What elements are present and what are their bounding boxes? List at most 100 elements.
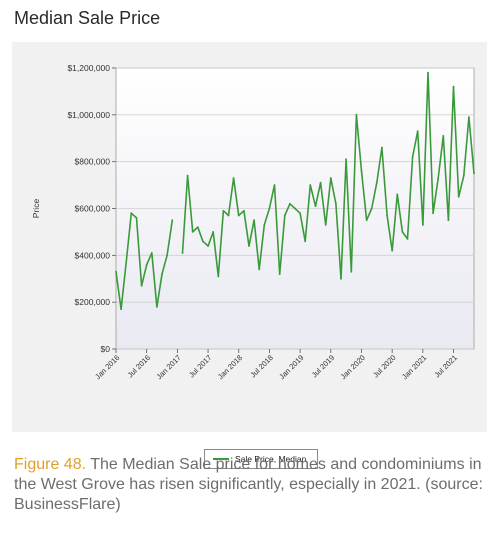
chart-frame: $0 $200,000 $400,000 $600,000 $800,000 $1,000… (12, 42, 487, 469)
data-point (370, 207, 373, 210)
chart-legend: Sale Price, Median (204, 449, 318, 469)
data-point (345, 158, 347, 161)
series-line (181, 71, 475, 280)
caption-figure-label: Figure 48. (14, 456, 87, 473)
data-point (140, 284, 143, 287)
data-point (329, 177, 332, 180)
data-point (191, 231, 194, 233)
legend-series-label: Sale Price, Median (235, 454, 307, 464)
data-point (452, 85, 455, 88)
data-point (289, 202, 291, 205)
data-point (130, 212, 133, 215)
data-point (253, 219, 256, 222)
data-point (462, 174, 465, 177)
data-point (166, 254, 169, 257)
data-point (258, 268, 261, 271)
y-axis-title: Price (31, 199, 41, 219)
data-point (115, 270, 117, 273)
data-point (273, 184, 276, 187)
data-point (314, 205, 317, 208)
legend-line-swatch (213, 458, 229, 460)
x-tick-label: Jan 2020 (339, 353, 367, 381)
data-point (386, 214, 388, 217)
data-point (156, 306, 158, 308)
data-point (355, 113, 358, 116)
data-point (391, 249, 394, 252)
data-point (207, 245, 210, 247)
data-point (406, 238, 409, 240)
data-point (120, 308, 122, 311)
median-sale-price-chart: $0 $200,000 $400,000 $600,000 $800,000 $1,000… (31, 63, 475, 381)
data-point (360, 170, 363, 172)
data-point (186, 174, 189, 177)
data-point (243, 209, 245, 212)
data-point (294, 207, 296, 210)
data-point (432, 212, 434, 215)
y-tick-label: $800,000 (75, 157, 111, 167)
x-tick-label: Jul 2017 (187, 353, 213, 379)
data-point (375, 181, 378, 184)
data-point (457, 195, 460, 198)
data-point (202, 240, 204, 243)
series-line (115, 212, 174, 311)
data-point (299, 212, 301, 215)
data-point (212, 231, 215, 233)
x-tick-label: Jul 2020 (371, 353, 397, 379)
data-point (396, 193, 399, 196)
y-tick-label: $400,000 (75, 250, 111, 260)
data-point (135, 217, 138, 219)
x-tick-label: Jan 2016 (93, 353, 121, 381)
x-tick-label: Jul 2019 (310, 353, 336, 379)
data-point (340, 277, 342, 280)
data-point (468, 116, 470, 119)
data-point (335, 202, 337, 205)
y-tick-label: $1,200,000 (67, 63, 110, 73)
x-tick-label: Jul 2021 (433, 353, 459, 379)
data-point (401, 231, 404, 233)
data-point (145, 263, 148, 266)
data-point (150, 252, 153, 254)
data-point (447, 219, 450, 222)
data-point (263, 224, 266, 226)
data-point (319, 181, 322, 184)
x-tick-label: Jan 2018 (216, 353, 244, 381)
y-tick-label: $600,000 (75, 204, 111, 214)
x-tick-label: Jan 2019 (277, 353, 305, 381)
y-tick-label: $200,000 (75, 297, 111, 307)
y-tick-label: $0 (101, 344, 111, 354)
page-title: Median Sale Price (14, 8, 161, 28)
data-point (248, 245, 250, 247)
data-point (217, 275, 220, 278)
data-point (125, 261, 128, 264)
x-tick-label: Jan 2021 (400, 353, 428, 381)
data-point (283, 214, 286, 217)
data-point (324, 224, 327, 226)
x-tick-label: Jul 2016 (126, 353, 152, 379)
data-point (350, 270, 353, 273)
x-tick-label: Jan 2017 (155, 353, 183, 381)
data-point (171, 219, 174, 222)
data-point (237, 214, 240, 217)
data-point (181, 252, 184, 254)
figure-caption: Figure 48. The Median Sale price for hom… (14, 455, 484, 515)
data-point (437, 177, 440, 180)
x-tick-label: Jul 2018 (248, 353, 274, 379)
data-point (416, 130, 419, 133)
data-point (422, 224, 424, 226)
data-point (222, 209, 225, 212)
data-point (427, 71, 429, 74)
data-point (473, 172, 475, 175)
data-point (161, 273, 163, 275)
data-point (365, 219, 368, 222)
data-point (232, 177, 235, 180)
caption-text: The Median Sale price for homes and cond… (14, 456, 483, 513)
data-point (442, 135, 445, 137)
data-point (304, 240, 307, 243)
data-point (227, 214, 230, 217)
data-point (381, 146, 383, 149)
data-point (196, 226, 199, 229)
data-point (268, 207, 271, 210)
data-point (309, 184, 312, 187)
y-tick-label: $1,000,000 (67, 110, 110, 120)
data-point (278, 273, 281, 275)
